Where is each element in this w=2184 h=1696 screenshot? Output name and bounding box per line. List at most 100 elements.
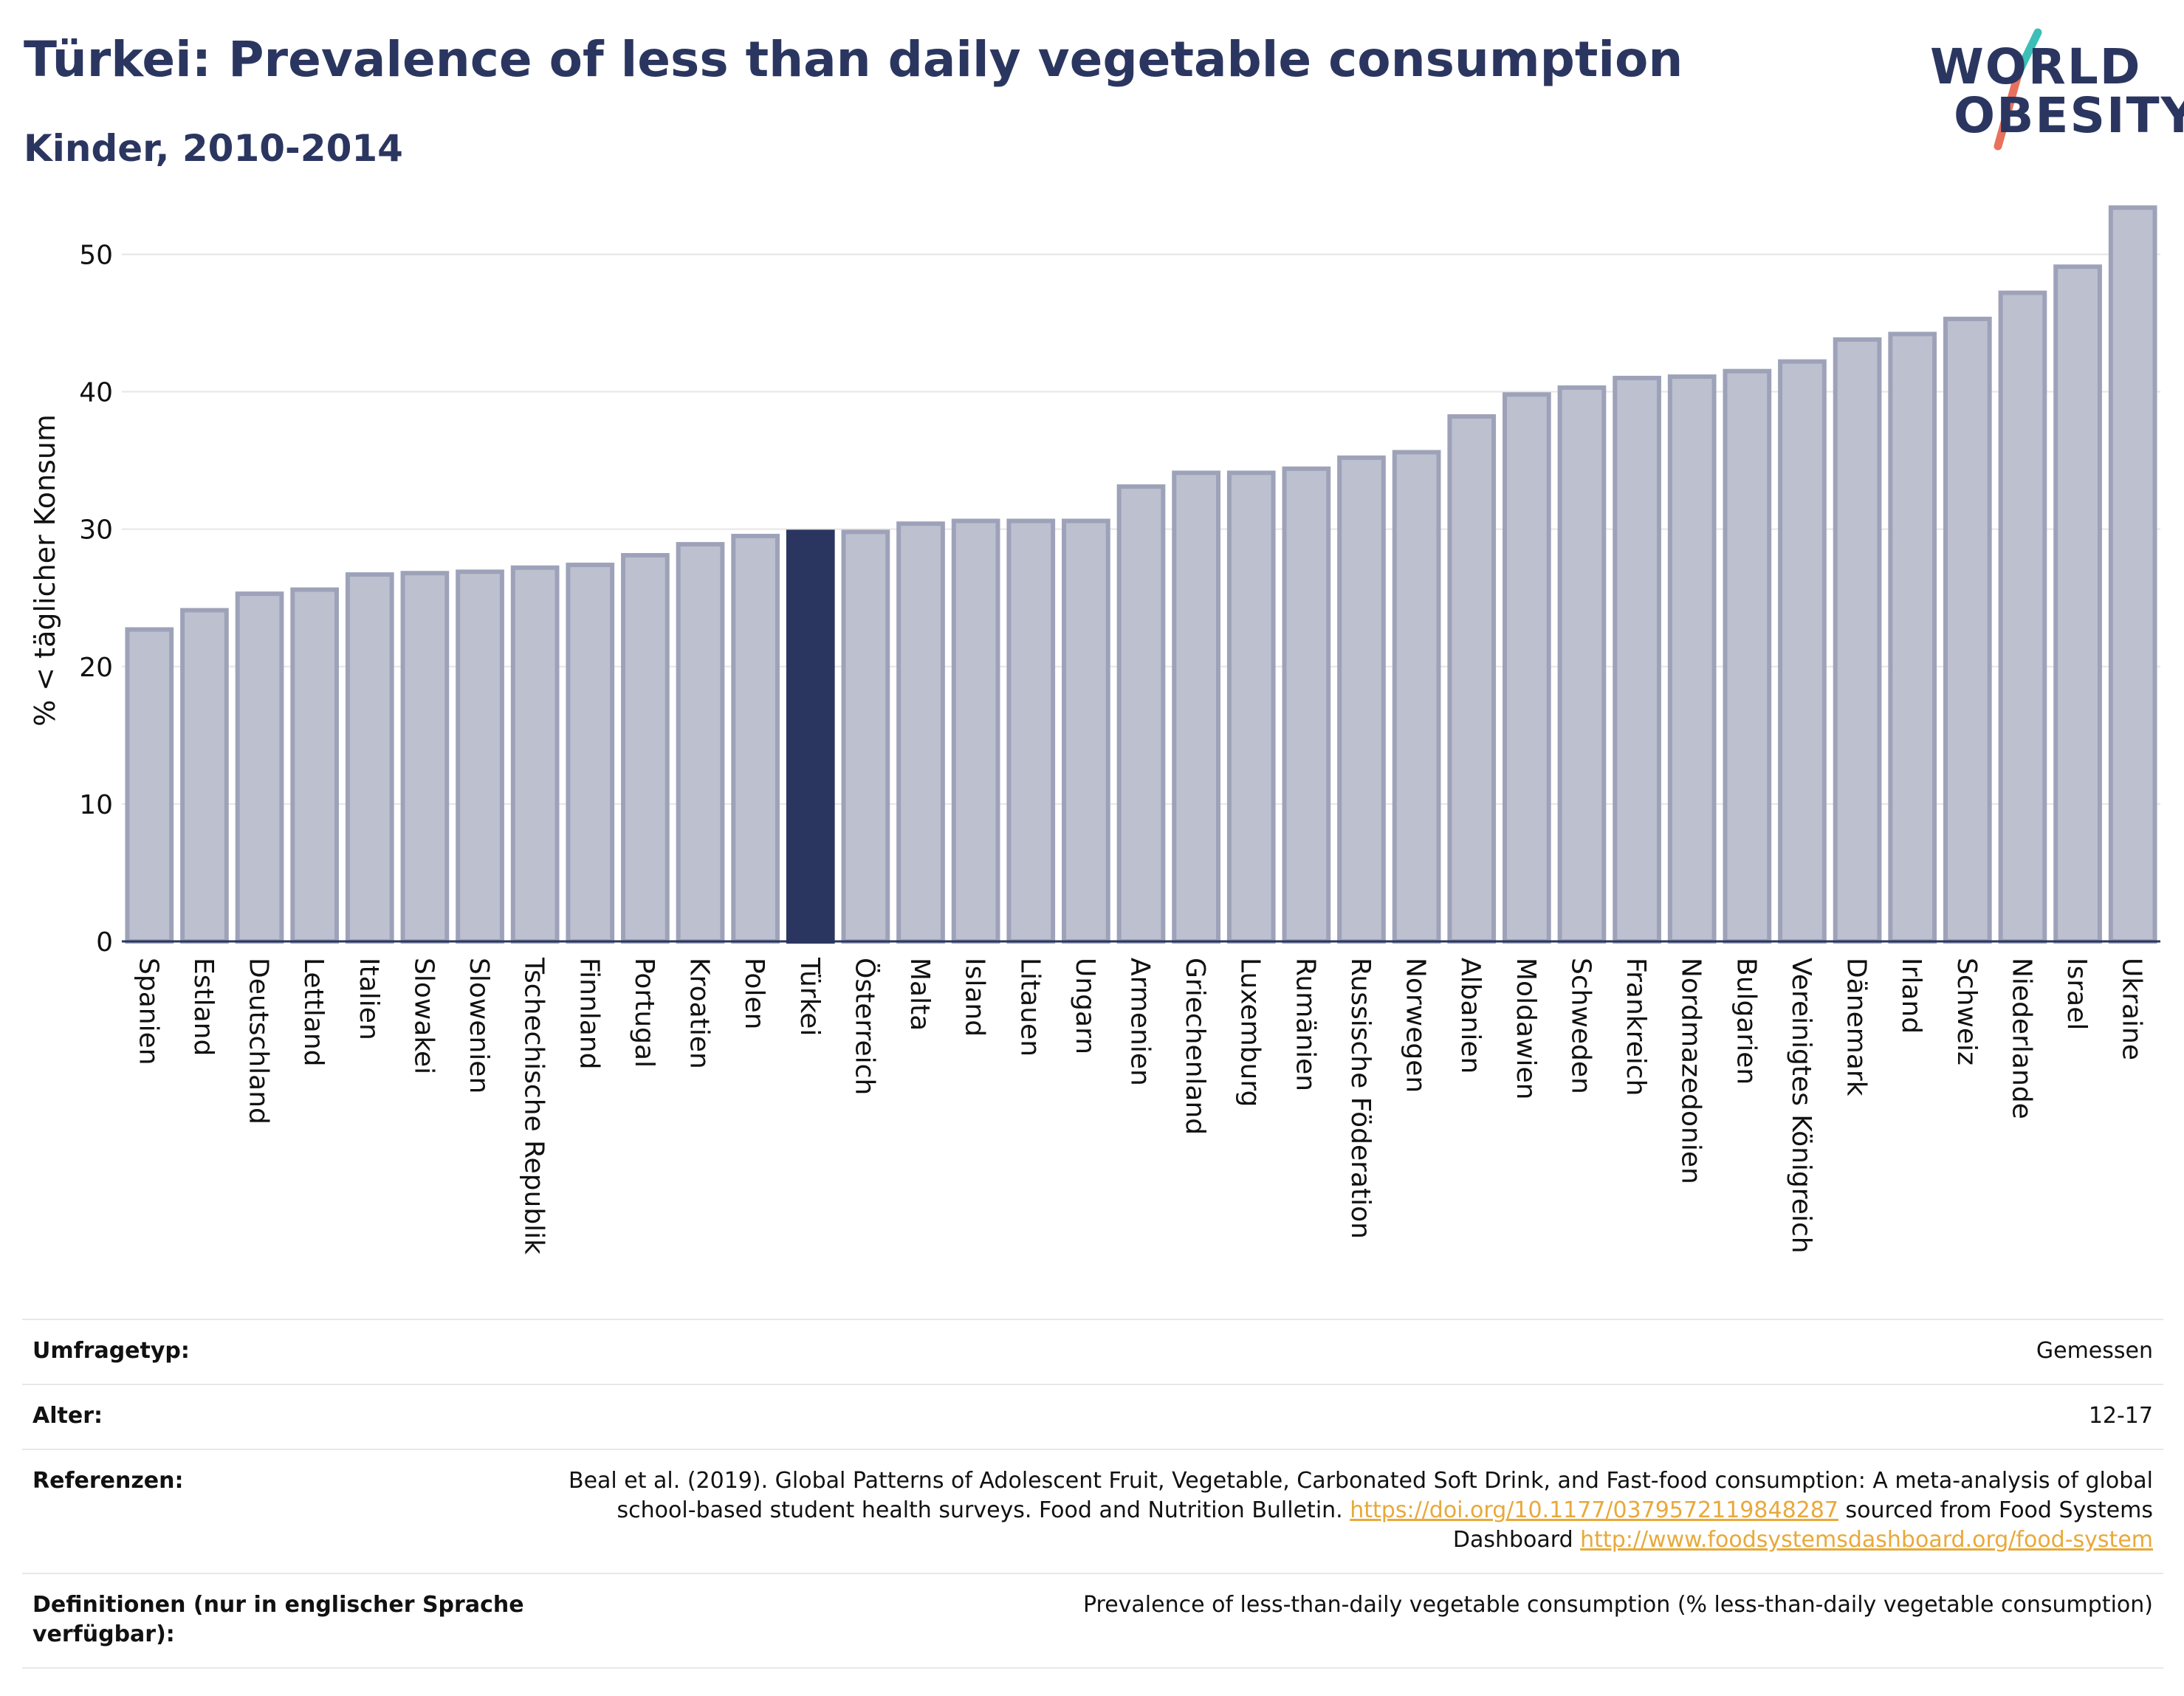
x-tick-label: Litauen: [1014, 958, 1045, 1057]
food-systems-link[interactable]: http://www.foodsystemsdashboard.org/food…: [1580, 1527, 2153, 1553]
bar: [510, 565, 560, 944]
bar: [1503, 392, 1551, 944]
bar: [1998, 290, 2047, 944]
y-axis-label: % < täglicher Konsum: [29, 414, 61, 727]
bar: [1392, 450, 1441, 944]
bar: [731, 533, 780, 944]
bar: [2108, 205, 2157, 944]
x-tick-label: Island: [960, 958, 990, 1037]
x-tick-label: Russische Föderation: [1345, 958, 1376, 1239]
bar: [896, 521, 945, 944]
references-label: Referenzen:: [32, 1468, 184, 1494]
x-tick-label: Schweden: [1565, 958, 1596, 1094]
bar: [235, 591, 284, 944]
bar: [1943, 316, 1992, 944]
bar: [786, 529, 835, 944]
bar: [1833, 337, 1882, 944]
bar: [1226, 470, 1276, 944]
info-row-survey: Umfragetyp: Gemessen: [22, 1319, 2163, 1384]
bar: [566, 563, 615, 944]
y-tick-label: 10: [79, 790, 113, 820]
x-tick-label: Bulgarien: [1731, 958, 1761, 1085]
bar: [951, 518, 1000, 944]
x-tick-label: Albanien: [1455, 958, 1486, 1074]
bar: [841, 529, 890, 944]
bar: [1006, 518, 1056, 944]
bar: [1447, 414, 1497, 944]
x-tick-label: Norwegen: [1401, 958, 1431, 1093]
world-obesity-logo: WORLD OBESITY: [1927, 27, 2184, 152]
bar: [2053, 264, 2102, 944]
x-tick-label: Malta: [904, 958, 935, 1031]
x-tick-label: Kroatien: [684, 958, 715, 1069]
x-tick-label: Nordmazedonien: [1676, 958, 1706, 1184]
y-tick-label: 50: [79, 240, 113, 270]
bar: [1778, 359, 1827, 944]
x-tick-label: Deutschland: [244, 958, 274, 1125]
x-tick-label: Niederlande: [2006, 958, 2036, 1119]
x-tick-label: Tschechische Republik: [519, 957, 549, 1254]
x-tick-label: Lettland: [298, 958, 329, 1067]
bar: [1723, 368, 1772, 944]
reference-text-2: sourced from Food Systems Dashboard: [1452, 1497, 2153, 1553]
x-tick-label: Portugal: [629, 958, 659, 1068]
x-tick-label: Vereinigtes Königreich: [1786, 958, 1816, 1254]
doi-link[interactable]: https://doi.org/10.1177/0379572119848287: [1350, 1497, 1838, 1523]
x-tick-label: Slowakei: [408, 958, 439, 1074]
y-tick-label: 40: [79, 378, 113, 408]
definitions-label: Definitionen (nur in englischer Sprache …: [32, 1592, 524, 1647]
y-tick-label: 30: [79, 515, 113, 546]
x-tick-label: Polen: [739, 958, 769, 1029]
x-tick-label: Moldawien: [1511, 958, 1541, 1099]
x-tick-label: Luxemburg: [1235, 958, 1266, 1107]
bar: [1667, 374, 1717, 944]
x-tick-label: Rumänien: [1290, 958, 1320, 1091]
y-axis-ticks: 0 10 20 30 40 50: [79, 240, 113, 958]
x-tick-label: Ukraine: [2117, 958, 2147, 1060]
x-tick-label: Schweiz: [1951, 958, 1982, 1065]
bar: [621, 553, 670, 944]
logo-slash-icon: [1994, 28, 2042, 151]
info-row-definitions: Definitionen (nur in englischer Sprache …: [22, 1573, 2163, 1668]
x-tick-label: Israel: [2061, 958, 2092, 1030]
bar: [345, 572, 394, 944]
survey-type-value: Gemessen: [2036, 1338, 2153, 1364]
logo-word-world: WORLD: [1930, 38, 2142, 95]
x-tick-label: Armenien: [1125, 958, 1155, 1086]
x-tick-label: Irland: [1896, 958, 1926, 1034]
bar: [125, 627, 174, 944]
y-tick-label: 20: [79, 653, 113, 683]
x-tick-label: Estland: [188, 958, 219, 1056]
bar: [1613, 375, 1661, 944]
bar: [456, 569, 504, 944]
reference-text-1: Beal et al. (2019). Global Patterns of A…: [568, 1468, 2153, 1523]
definitions-value: Prevalence of less-than-daily vegetable …: [1082, 1592, 2153, 1618]
page-subtitle: Kinder, 2010-2014: [24, 127, 403, 170]
info-row-age: Alter: 12-17: [22, 1384, 2163, 1449]
bar: [1116, 484, 1166, 944]
y-tick-label: 0: [96, 927, 113, 958]
x-tick-label: Spanien: [133, 958, 163, 1065]
age-value: 12-17: [2088, 1403, 2153, 1429]
bar: [1282, 466, 1331, 944]
x-tick-label: Türkei: [794, 957, 825, 1036]
page-title: Türkei: Prevalence of less than daily ve…: [24, 31, 1683, 88]
info-table: Umfragetyp: Gemessen Alter: 12-17 Refere…: [22, 1319, 2163, 1669]
age-label: Alter:: [32, 1403, 103, 1429]
logo-word-obesity: OBESITY: [1954, 87, 2184, 144]
bar: [180, 608, 229, 944]
chart-bars: [125, 205, 2157, 944]
x-tick-label: Italien: [354, 958, 384, 1040]
bar: [290, 587, 340, 944]
survey-type-label: Umfragetyp:: [32, 1338, 190, 1364]
x-tick-label: Finnland: [574, 958, 604, 1069]
info-row-references: Referenzen: Beal et al. (2019). Global P…: [22, 1449, 2163, 1573]
x-axis-ticks: Spanien Estland Deutschland Lettland Italien…: [133, 957, 2146, 1254]
bar: [1557, 385, 1607, 944]
bar: [676, 542, 725, 944]
x-tick-label: Griechenland: [1180, 958, 1210, 1135]
x-tick-label: Österreich: [849, 958, 880, 1095]
x-tick-label: Frankreich: [1621, 958, 1651, 1096]
x-tick-label: Dänemark: [1841, 958, 1872, 1096]
bar: [1337, 455, 1386, 944]
